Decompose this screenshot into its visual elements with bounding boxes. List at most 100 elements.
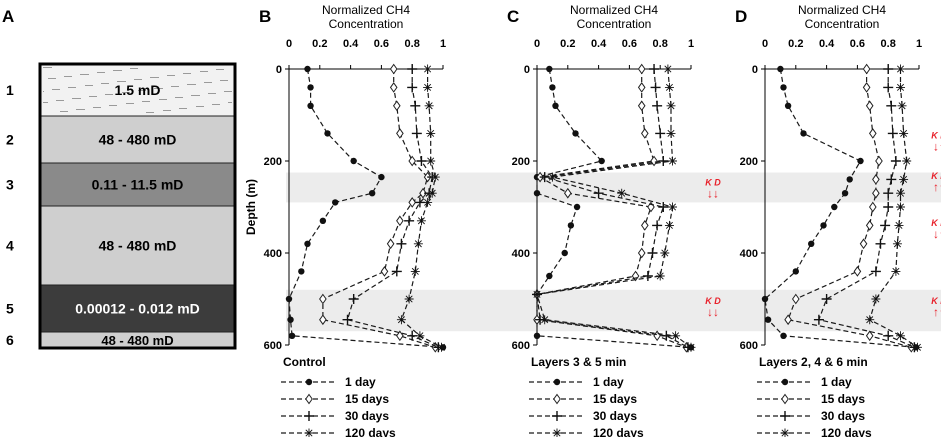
stipple-dot (120, 81, 121, 82)
stipple-dot (221, 69, 222, 70)
stipple-dot (219, 104, 220, 105)
x-axis-title-line2: Concentration (577, 17, 652, 31)
stipple-dot (47, 67, 48, 68)
stipple-dot (123, 81, 124, 82)
stipple-dot (54, 78, 55, 79)
stipple-dot (101, 83, 102, 84)
data-point (307, 84, 314, 91)
legend-label: 120 days (821, 426, 872, 437)
stipple-dot (197, 95, 198, 96)
stipple-dot (137, 79, 138, 80)
stipple-dot (105, 83, 106, 84)
stipple-dot (70, 76, 71, 77)
x-tick-label: 0.6 (374, 38, 389, 50)
stipple-dot (67, 76, 68, 77)
data-point (868, 128, 877, 139)
stipple-dot (210, 93, 211, 94)
data-point (883, 64, 894, 74)
data-point (305, 393, 313, 405)
stipple-dot (50, 67, 51, 68)
legend-label: 15 days (821, 392, 865, 406)
stipple-dot (102, 72, 103, 73)
y-tick-label: 200 (264, 156, 282, 168)
stipple-dot (153, 77, 154, 78)
series-30-days (813, 64, 920, 353)
stipple-dot (73, 98, 74, 99)
stipple-dot (156, 88, 157, 89)
data-point (533, 190, 541, 197)
stipple-dot (134, 68, 135, 69)
data-point (663, 64, 673, 74)
legend-label: 1 day (345, 375, 376, 389)
layer-permeability: 48 - 480 mD (99, 238, 177, 254)
data-point (307, 102, 314, 110)
layer-box (39, 63, 236, 117)
series-120-days (532, 64, 696, 352)
stipple-dot (68, 76, 69, 77)
data-point (423, 197, 433, 207)
series-15-days (784, 63, 916, 353)
stipple-dot (208, 82, 209, 83)
stipple-dot (122, 92, 123, 93)
stipple-dot (57, 89, 58, 90)
data-point (319, 217, 327, 224)
stipple-dot (119, 70, 120, 71)
stipple-dot (171, 86, 172, 87)
x-tick-label: 0.8 (405, 38, 420, 50)
stipple-dot (160, 99, 161, 100)
data-point (912, 342, 922, 352)
stipple-dot (52, 89, 53, 90)
stipple-dot (172, 75, 173, 76)
stipple-dot (187, 73, 188, 74)
stipple-dot (185, 73, 186, 74)
stipple-dot (229, 91, 230, 92)
stipple-dot (106, 83, 107, 84)
stipple-dot (64, 111, 65, 112)
stipple-dot (61, 111, 62, 112)
data-point (664, 220, 674, 230)
x-axis-title-line2: Concentration (805, 17, 880, 31)
series-120-days (396, 64, 446, 352)
stipple-dot (60, 111, 61, 112)
stipple-dot (119, 81, 120, 82)
stipple-dot (117, 81, 118, 82)
data-point (666, 101, 676, 111)
series-line (346, 69, 439, 348)
stipple-dot (163, 110, 164, 111)
data-point (533, 332, 541, 339)
stipple-dot (121, 81, 122, 82)
data-point (304, 411, 314, 421)
stipple-dot (126, 92, 127, 93)
stipple-dot (190, 84, 191, 85)
kd-label: K D (705, 178, 721, 188)
data-point (890, 156, 901, 166)
stipple-dot (215, 93, 216, 94)
kd-label: K D (931, 218, 941, 228)
stipple-dot (118, 70, 119, 71)
kd-label: K D (705, 296, 721, 306)
shaded-band (762, 289, 941, 332)
stipple-dot (135, 68, 136, 69)
data-point (857, 157, 864, 165)
stipple-dot (211, 93, 212, 94)
stipple-dot (69, 87, 70, 88)
data-point (668, 202, 678, 212)
stipple-dot (176, 97, 177, 98)
stipple-dot (220, 80, 221, 81)
kd-annotation: K D↑↑ (931, 171, 941, 194)
stipple-dot (130, 103, 131, 104)
data-point (871, 294, 881, 304)
data-point (780, 411, 790, 421)
stipple-dot (48, 78, 49, 79)
stipple-dot (219, 69, 220, 70)
y-tick-label: 200 (512, 156, 530, 168)
stipple-dot (200, 71, 201, 72)
legend-item: 120 days (757, 426, 872, 440)
stipple-dot (229, 102, 230, 103)
data-point (408, 197, 417, 208)
stipple-dot (151, 77, 152, 78)
stipple-dot (64, 76, 65, 77)
x-tick-label: 0 (762, 38, 768, 50)
data-point (875, 155, 883, 167)
stipple-dot (218, 69, 219, 70)
